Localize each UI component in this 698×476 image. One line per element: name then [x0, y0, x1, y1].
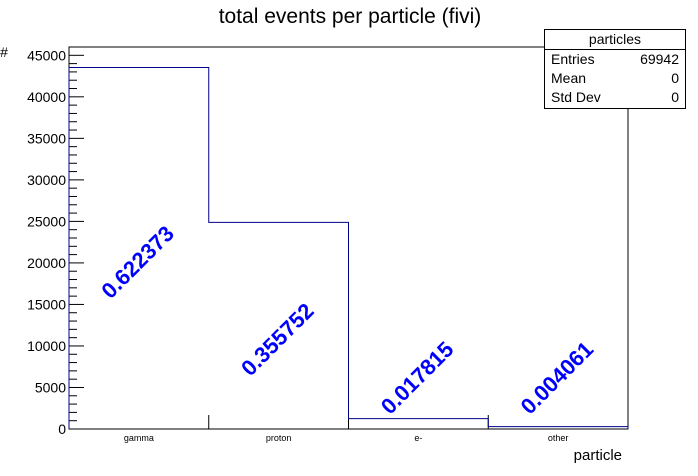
- bin-fraction-label: 0.004061: [516, 337, 599, 420]
- x-tick-label: e-: [414, 433, 422, 443]
- x-tick-label: proton: [266, 433, 292, 443]
- y-tick-label: 0: [58, 421, 66, 437]
- bin-fraction-label: 0.017815: [376, 337, 459, 420]
- stats-value: 0: [671, 89, 679, 105]
- stats-value: 69942: [640, 51, 679, 67]
- y-tick-label: 30000: [27, 172, 66, 188]
- chart-title: total events per particle (fivi): [219, 5, 482, 28]
- y-tick-label: 5000: [35, 379, 66, 395]
- stats-value: 0: [671, 70, 679, 86]
- stats-label: Mean: [551, 70, 587, 86]
- bin-fraction-label: 0.622373: [96, 221, 179, 304]
- stats-label: Std Dev: [551, 89, 601, 105]
- y-axis-ticks: 0 5000 10000 15000 20000 25000 30000 35000 40000…: [27, 47, 84, 437]
- y-tick-label: 10000: [27, 338, 66, 354]
- y-tick-label: 35000: [27, 130, 66, 146]
- stats-title: particles: [545, 30, 685, 50]
- y-tick-label: 40000: [27, 89, 66, 105]
- y-tick-label: 15000: [27, 296, 66, 312]
- histogram-outline: [68, 67, 629, 429]
- stats-label: Entries: [551, 51, 595, 67]
- y-tick-label: 25000: [27, 213, 66, 229]
- x-tick-label: other: [548, 433, 569, 443]
- stats-row-stddev: Std Dev 0: [545, 88, 685, 107]
- y-tick-label: 45000: [27, 47, 66, 63]
- bin-fraction-label: 0.355752: [236, 298, 319, 381]
- stats-row-entries: Entries 69942: [545, 50, 685, 69]
- stats-box: particles Entries 69942 Mean 0 Std Dev 0: [544, 29, 686, 109]
- bin-fraction-labels: 0.622373 0.355752 0.017815 0.004061: [96, 221, 598, 419]
- x-axis-label: particle: [574, 447, 622, 464]
- y-tick-label: 20000: [27, 255, 66, 271]
- y-axis-label: #: [0, 44, 8, 60]
- stats-row-mean: Mean 0: [545, 69, 685, 88]
- x-tick-label: gamma: [124, 433, 154, 443]
